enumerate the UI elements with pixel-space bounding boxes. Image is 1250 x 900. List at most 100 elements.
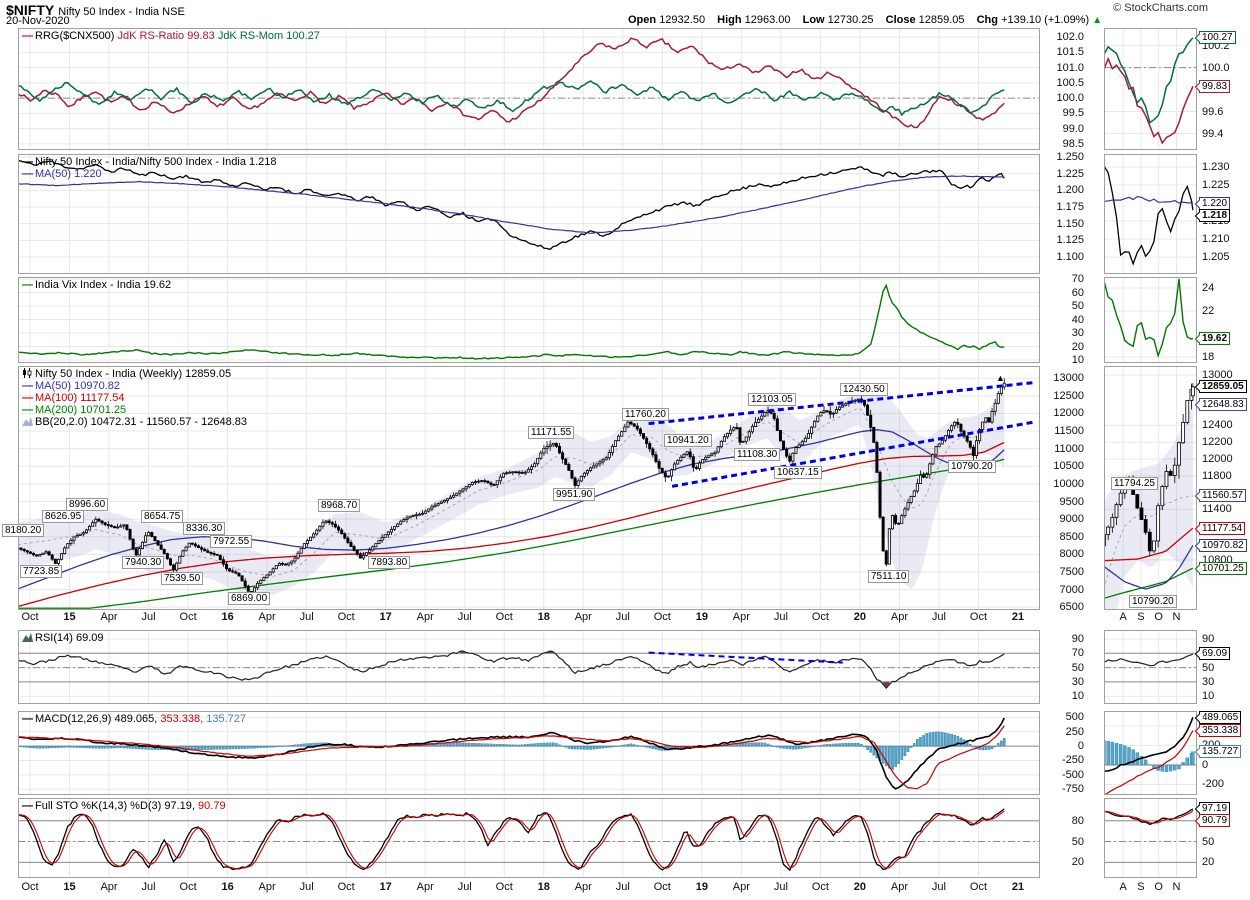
panel-legend-price: Nifty 50 Index - India (Weekly) 12859.05… <box>22 368 247 428</box>
axis-tag: 99.83 <box>1199 79 1231 93</box>
axis-tag: 12859.05 <box>1199 380 1247 394</box>
open-label: Open <box>628 14 657 26</box>
legend-row: — MA(50) 10970.82 <box>22 380 247 392</box>
y-axis-label: -250 <box>1061 754 1084 767</box>
x-axis-label: 21 <box>1011 611 1025 623</box>
y-axis-label: 50 <box>1071 835 1084 848</box>
price-annotation: 8336.30 <box>183 522 226 535</box>
panel-rrg <box>18 28 1040 150</box>
y-axis-label: 1.225 <box>1056 167 1084 180</box>
legend-row: — India Vix Index - India 19.62 <box>22 279 171 291</box>
line-swatch-icon: — <box>22 279 33 291</box>
y-axis-label: 9000 <box>1059 513 1084 526</box>
mini-y-axis-label: 1.225 <box>1202 178 1230 191</box>
legend-text: Full STO %K(14,3) %D(3) 97.19, <box>35 800 199 812</box>
axis-tag: 100.27 <box>1199 31 1236 45</box>
x-axis-label: Oct <box>495 611 513 623</box>
price-annotation: 6869.00 <box>228 592 271 605</box>
legend-text: India Vix Index - India 19.62 <box>35 279 172 291</box>
axis-tag: 11177.54 <box>1199 521 1246 535</box>
x-axis-label: Jul <box>141 881 156 893</box>
mini-y-axis-label: 100.0 <box>1202 61 1230 74</box>
y-axis-label: 11500 <box>1054 425 1084 438</box>
panel-vix <box>18 277 1040 363</box>
axis-tag: 10970.82 <box>1199 538 1247 552</box>
x-axis-label: Oct <box>969 611 988 623</box>
mini-x-axis-label: O <box>1154 881 1163 893</box>
mini-y-axis-label: 24 <box>1202 282 1215 295</box>
mini-y-axis-label: 22 <box>1202 305 1215 318</box>
mini-y-axis-label: 13000 <box>1202 368 1233 381</box>
mini-x-axis-label: N <box>1172 881 1181 893</box>
x-axis-label: Jul <box>931 881 946 893</box>
x-axis-label: Jul <box>299 881 314 893</box>
legend-text: JdK RS-Mom 100.27 <box>217 30 320 42</box>
close-value: 12859.05 <box>918 14 965 26</box>
panel-legend-rrg: — RRG($CNX500) JdK RS-Ratio 99.83 JdK RS-… <box>22 30 320 42</box>
y-axis-label: 70 <box>1071 647 1084 660</box>
mini-panel-rsi <box>1104 630 1197 704</box>
y-axis-label: 40 <box>1071 313 1084 326</box>
line-swatch-icon: — <box>22 156 33 168</box>
x-axis-label: 17 <box>379 881 392 893</box>
y-axis-label: 100.0 <box>1056 92 1084 105</box>
mini-x-axis-label: O <box>1154 611 1163 623</box>
mini-y-axis-label: 90 <box>1202 633 1215 645</box>
chg-value: +139.10 (+1.09%) <box>1001 14 1090 26</box>
y-axis-label: 9500 <box>1059 495 1084 508</box>
x-axis-label: 15 <box>63 611 76 623</box>
price-annotation: 8654.75 <box>141 510 184 523</box>
price-annotation: 10637.15 <box>774 466 822 479</box>
legend-text: MACD(12,26,9) 489.065, <box>35 713 161 725</box>
legend-text: BB(20,2.0) 10472.31 - 11560.57 - 12648.8… <box>35 416 248 428</box>
y-axis-label: 1.100 <box>1056 251 1084 263</box>
axis-tag: 1.218 <box>1199 208 1231 222</box>
mini-y-axis-label: 1.230 <box>1202 160 1230 173</box>
y-axis-label: 250 <box>1065 725 1084 738</box>
legend-text: 353.338, <box>160 713 207 725</box>
close-label: Close <box>885 14 916 26</box>
mini-y-axis-label: 11400 <box>1202 503 1232 516</box>
panel-legend-macd: — MACD(12,26,9) 489.065, 353.338, 135.727 <box>22 713 246 725</box>
price-annotation: 7723.85 <box>20 565 63 578</box>
legend-row: — MA(100) 11177.54 <box>22 392 247 404</box>
x-axis-label: Jul <box>457 611 472 623</box>
x-axis-label: Oct <box>337 881 355 893</box>
x-axis-label: Jul <box>773 881 788 893</box>
up-arrow-icon: ▲ <box>1092 15 1103 26</box>
panel-legend-sto: — Full STO %K(14,3) %D(3) 97.19, 90.79 <box>22 800 226 812</box>
x-axis-label: Jul <box>615 611 630 623</box>
legend-row: Nifty 50 Index - India (Weekly) 12859.05 <box>22 368 247 380</box>
price-annotation: 8180.20 <box>2 524 45 537</box>
legend-text: MA(50) 10970.82 <box>35 380 120 392</box>
y-axis-label: 500 <box>1065 711 1084 724</box>
x-axis-label: Oct <box>811 881 829 893</box>
y-axis-label: 20 <box>1071 856 1084 869</box>
axis-tag: 489.065 <box>1199 710 1242 724</box>
x-axis-label: Apr <box>416 611 434 623</box>
legend-text: MA(100) 11177.54 <box>35 392 125 404</box>
x-axis-label: Apr <box>732 611 750 623</box>
panel-sto <box>18 798 1040 878</box>
x-axis-label: 19 <box>695 611 708 623</box>
y-axis-label: 10500 <box>1053 460 1084 473</box>
line-swatch-icon: — <box>22 713 33 725</box>
y-axis-label: 12500 <box>1053 389 1084 402</box>
mini-y-axis-label: 11800 <box>1202 469 1232 482</box>
y-axis-label: 0 <box>1077 740 1084 753</box>
panel-legend-ratio: — Nifty 50 Index - India/Nifty 500 Index … <box>22 156 277 180</box>
y-axis-label: 1.125 <box>1056 234 1084 247</box>
high-label: High <box>717 14 742 26</box>
legend-text: MA(200) 10701.25 <box>35 404 127 416</box>
price-annotation: 8968.70 <box>318 499 361 512</box>
mini-y-axis-label: 99.4 <box>1202 127 1224 140</box>
x-axis-label: 18 <box>537 611 550 623</box>
mini-panel-macd <box>1104 711 1197 795</box>
symbol-name: Nifty 50 Index - India NSE <box>58 6 185 18</box>
mini-y-axis-label: 50 <box>1202 835 1215 848</box>
price-annotation: 10941.20 <box>664 434 712 447</box>
x-axis-label: 17 <box>379 611 392 623</box>
x-axis-label: Oct <box>969 881 988 893</box>
mini-y-axis-label: 1.210 <box>1202 233 1230 246</box>
